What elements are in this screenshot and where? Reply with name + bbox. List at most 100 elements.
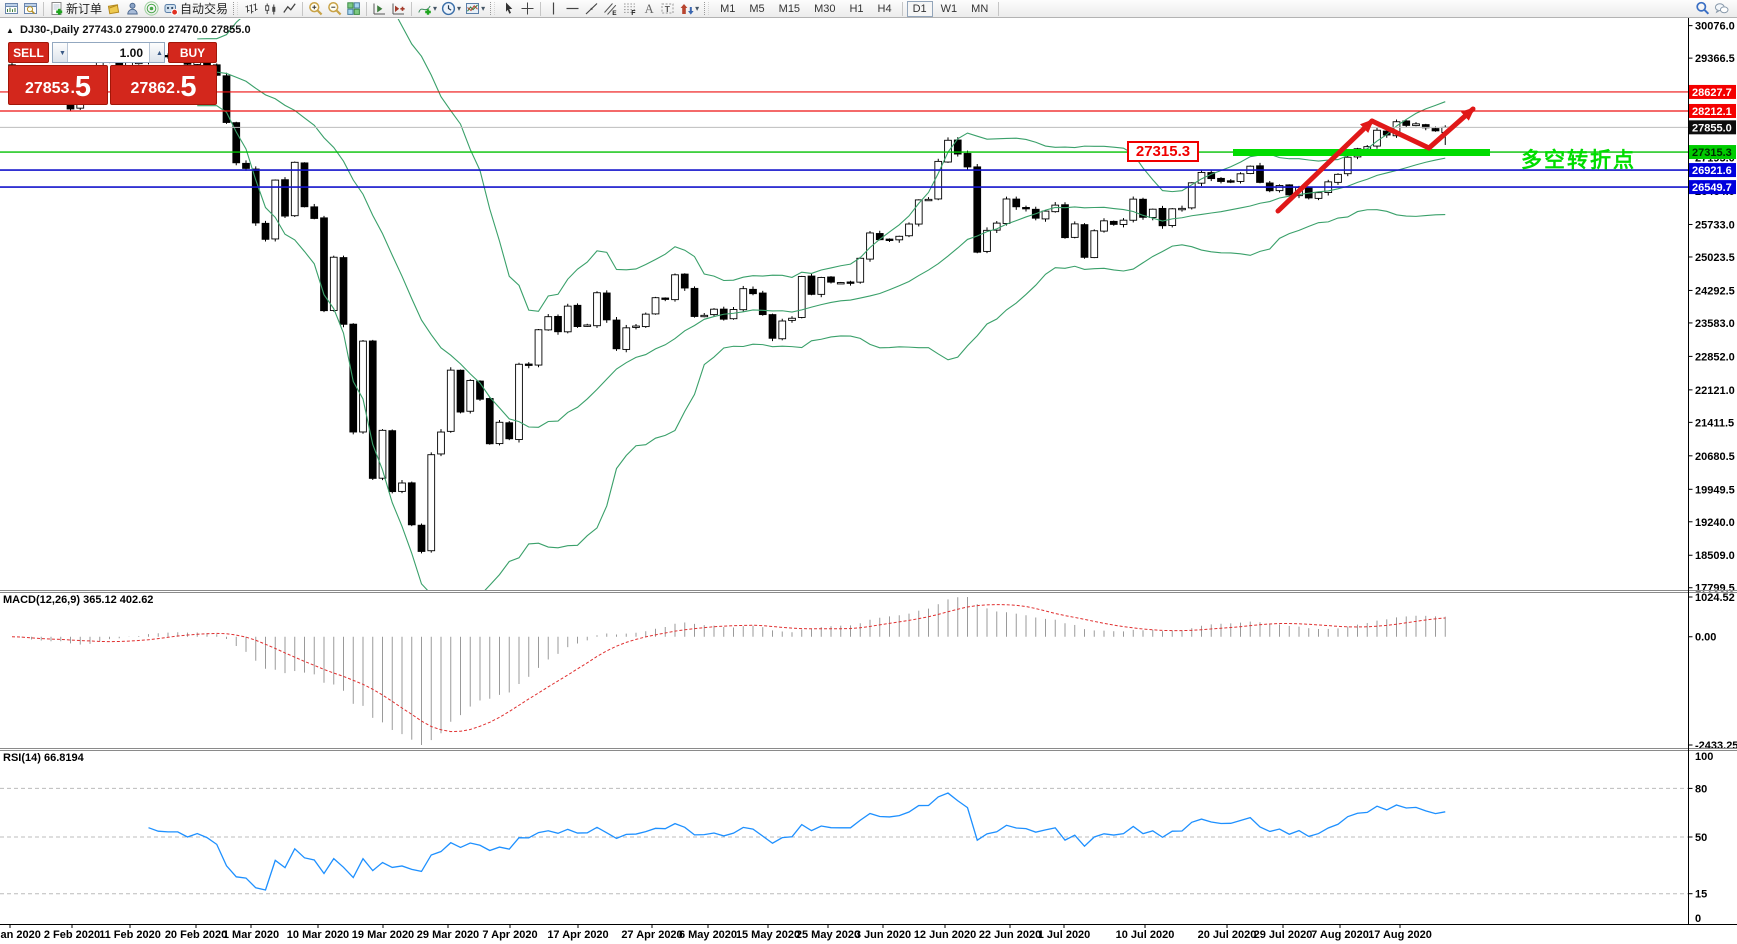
toolbar-grip xyxy=(704,2,710,15)
support-price-label-box[interactable]: 27315.3 xyxy=(1127,141,1199,162)
svg-text:80: 80 xyxy=(1695,783,1707,795)
crosshair-icon xyxy=(520,1,535,16)
community-icon xyxy=(125,1,140,16)
chart-bars-button[interactable] xyxy=(242,0,261,17)
panel-dividers[interactable] xyxy=(0,18,1737,925)
svg-text:20680.5: 20680.5 xyxy=(1695,451,1735,463)
volume-input[interactable] xyxy=(68,43,149,62)
horizontal-line-button[interactable] xyxy=(563,0,582,17)
templates-icon xyxy=(465,1,480,16)
ohlc-values: 27743.0 27900.0 27470.0 27855.0 xyxy=(82,24,251,36)
chart-line-button[interactable] xyxy=(280,0,299,17)
timeframe-d1-button[interactable]: D1 xyxy=(906,0,933,17)
templates-dropdown-icon[interactable]: ▾ xyxy=(481,4,486,13)
buy-price-display[interactable]: 27862. 5 xyxy=(110,65,217,105)
timeframe-h1-button[interactable]: H1 xyxy=(849,2,864,15)
indicators-icon xyxy=(417,1,432,16)
svg-text:26549.7: 26549.7 xyxy=(1692,182,1732,194)
volume-decrease-button[interactable]: ▼ xyxy=(53,43,68,62)
equidistant-channel-button[interactable]: E xyxy=(601,0,620,17)
sell-button[interactable]: SELL xyxy=(8,42,49,63)
equidistant-channel-icon: E xyxy=(603,1,618,16)
new-order-button[interactable]: 新订单 xyxy=(47,0,104,17)
text-button[interactable]: A xyxy=(639,0,658,17)
profiles-button[interactable] xyxy=(21,0,40,17)
sell-price-fraction: 5 xyxy=(74,71,92,103)
svg-text:27855.0: 27855.0 xyxy=(1692,122,1732,134)
svg-text:15 May 2020: 15 May 2020 xyxy=(736,929,800,941)
svg-text:50: 50 xyxy=(1695,832,1707,844)
arrows-tool-dropdown-icon[interactable]: ▾ xyxy=(695,4,700,13)
arrows-tool-button[interactable]: ▾ xyxy=(677,0,701,17)
profiles-icon xyxy=(23,1,38,16)
indicators-dropdown-icon[interactable]: ▾ xyxy=(433,4,438,13)
collapse-panel-icon[interactable]: ▲ xyxy=(6,26,14,35)
svg-text:30076.0: 30076.0 xyxy=(1695,21,1735,33)
favorites-button[interactable] xyxy=(104,0,123,17)
indicators-button[interactable]: ▾ xyxy=(415,0,439,17)
crosshair-button[interactable] xyxy=(518,0,537,17)
periods-button[interactable]: ▾ xyxy=(439,0,463,17)
text-label-button[interactable]: T xyxy=(658,0,677,17)
svg-text:25023.5: 25023.5 xyxy=(1695,252,1735,264)
svg-text:20 Jul 2020: 20 Jul 2020 xyxy=(1198,929,1257,941)
timeframe-mn-button[interactable]: MN xyxy=(971,2,989,15)
chart-shift-icon xyxy=(391,1,406,16)
tile-windows-button[interactable] xyxy=(344,0,363,17)
svg-text:19 Mar 2020: 19 Mar 2020 xyxy=(352,929,414,941)
trendline-button[interactable] xyxy=(582,0,601,17)
templates-button[interactable]: ▾ xyxy=(463,0,487,17)
svg-text:28627.7: 28627.7 xyxy=(1692,87,1732,99)
chart-bars-icon xyxy=(244,1,259,16)
svg-text:29 Jul 2020: 29 Jul 2020 xyxy=(1254,929,1313,941)
timeframe-m1-button[interactable]: M1 xyxy=(720,2,736,15)
buy-price-main: 27862 xyxy=(130,80,175,97)
svg-text:2 Feb 2020: 2 Feb 2020 xyxy=(44,929,100,941)
toolbar-separator xyxy=(540,1,542,16)
vertical-line-button[interactable] xyxy=(544,0,563,17)
timeframe-m15-button[interactable]: M15 xyxy=(778,2,801,15)
autotrading-button[interactable]: 自动交易 xyxy=(161,0,230,17)
zoom-in-button[interactable] xyxy=(306,0,325,17)
timeframe-w1-button[interactable]: W1 xyxy=(940,2,958,15)
svg-text:23583.0: 23583.0 xyxy=(1695,318,1735,330)
svg-text:20 Feb 2020: 20 Feb 2020 xyxy=(165,929,227,941)
auto-scroll-button[interactable] xyxy=(370,0,389,17)
chat-button[interactable] xyxy=(1712,0,1731,17)
trend-arrow-1[interactable] xyxy=(1275,118,1375,214)
new-chart-button[interactable] xyxy=(2,0,21,17)
trend-arrow-3[interactable] xyxy=(1426,106,1476,151)
buy-button[interactable]: BUY xyxy=(168,42,217,63)
volume-increase-button[interactable]: ▲ xyxy=(149,43,164,62)
fibonacci-button[interactable]: F xyxy=(620,0,639,17)
drawn-annotations[interactable] xyxy=(1233,106,1490,214)
chart-candles-button[interactable] xyxy=(261,0,280,17)
svg-text:24292.5: 24292.5 xyxy=(1695,285,1735,297)
chart-shift-button[interactable] xyxy=(389,0,408,17)
timeframe-h4-button[interactable]: H4 xyxy=(877,2,892,15)
rsi-panel: 80 50 15 100 0 xyxy=(0,751,1713,925)
text-label-icon: T xyxy=(660,1,675,16)
sell-price-display[interactable]: 27853. 5 xyxy=(8,65,108,105)
periods-dropdown-icon[interactable]: ▾ xyxy=(457,4,462,13)
trade-controls-row: SELL ▼ ▲ BUY xyxy=(8,42,217,63)
svg-text:26921.6: 26921.6 xyxy=(1692,165,1732,177)
svg-text:22121.0: 22121.0 xyxy=(1695,385,1735,397)
timeframe-m5-button[interactable]: M5 xyxy=(749,2,765,15)
sell-price-main: 27853 xyxy=(24,80,70,97)
community-button[interactable] xyxy=(123,0,142,17)
svg-text:7 Apr 2020: 7 Apr 2020 xyxy=(482,929,537,941)
svg-text:10 Jul 2020: 10 Jul 2020 xyxy=(1116,929,1175,941)
cursor-button[interactable] xyxy=(499,0,518,17)
zoom-out-button[interactable] xyxy=(325,0,344,17)
timeframe-m30-button[interactable]: M30 xyxy=(814,2,836,15)
svg-text:29366.5: 29366.5 xyxy=(1695,53,1735,65)
toolbar-separator xyxy=(998,1,1000,16)
support-bar[interactable] xyxy=(1233,149,1490,156)
macd-indicator-label: MACD(12,26,9) 365.12 402.62 xyxy=(3,594,154,606)
search-button[interactable] xyxy=(1693,0,1712,17)
svg-text:3 Jun 2020: 3 Jun 2020 xyxy=(855,929,911,941)
signals-button[interactable] xyxy=(142,0,161,17)
trend-arrow-2[interactable] xyxy=(1369,118,1432,151)
